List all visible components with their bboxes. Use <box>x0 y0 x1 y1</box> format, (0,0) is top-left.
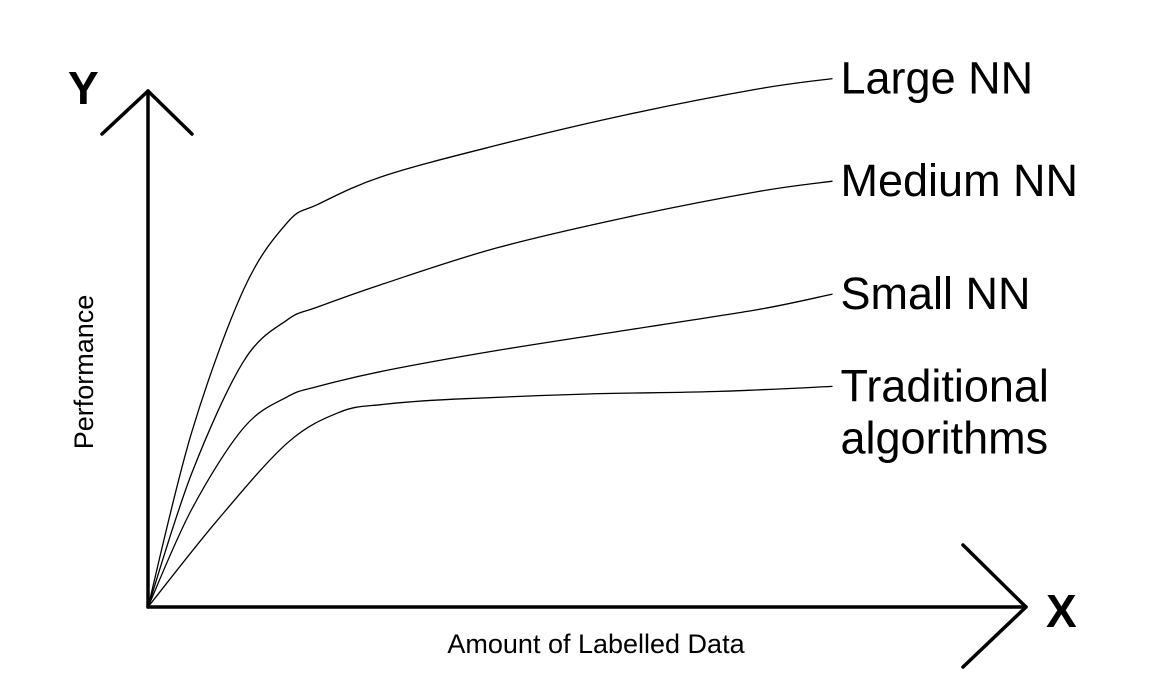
series-line-traditional-algorithms <box>147 385 833 608</box>
series-label-large-nn: Large NN <box>841 53 1034 104</box>
series-labels: Large NN Medium NN Small NN Traditional algo… <box>841 53 1079 464</box>
axes: Y X Amount of Labelled Data Performance <box>68 62 1077 669</box>
series-layer <box>147 77 833 608</box>
series-label-traditional-algorithms: Traditional algorithms <box>841 360 1049 463</box>
x-axis-arrowhead <box>961 543 1028 669</box>
series-label-small-nn: Small NN <box>841 268 1031 319</box>
y-axis-arrowhead <box>100 89 194 136</box>
x-axis-label: Amount of Labelled Data <box>447 629 745 659</box>
series-line-large-nn <box>147 77 833 608</box>
x-axis-letter: X <box>1046 585 1077 637</box>
series-line-medium-nn <box>147 180 833 608</box>
series-line-small-nn <box>147 293 833 608</box>
series-label-medium-nn: Medium NN <box>841 155 1079 206</box>
y-axis-letter: Y <box>68 62 99 114</box>
y-axis-label: Performance <box>69 295 99 450</box>
